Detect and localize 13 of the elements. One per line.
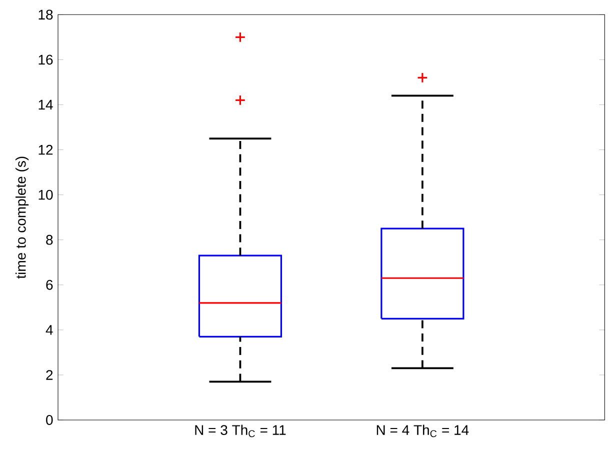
y-tick-label: 12	[38, 144, 53, 155]
y-tick-label: 0	[46, 415, 53, 425]
y-tick-label: 18	[38, 10, 53, 20]
y-tick-label: 2	[46, 370, 53, 380]
y-tick-label: 14	[38, 100, 53, 110]
x-tick-label: N = 4 Th$_{C}$ = 14	[376, 424, 469, 438]
y-tick-label: 4	[46, 325, 53, 335]
y-tick-label: 16	[38, 54, 53, 65]
y-tick-label: 10	[38, 190, 53, 200]
x-tick-label: N = 3 Th$_{C}$ = 11	[195, 424, 286, 438]
y-axis-title: time to complete (s)	[16, 156, 29, 279]
y-tick-label: 8	[46, 234, 53, 245]
y-tick-label: 6	[46, 280, 53, 290]
